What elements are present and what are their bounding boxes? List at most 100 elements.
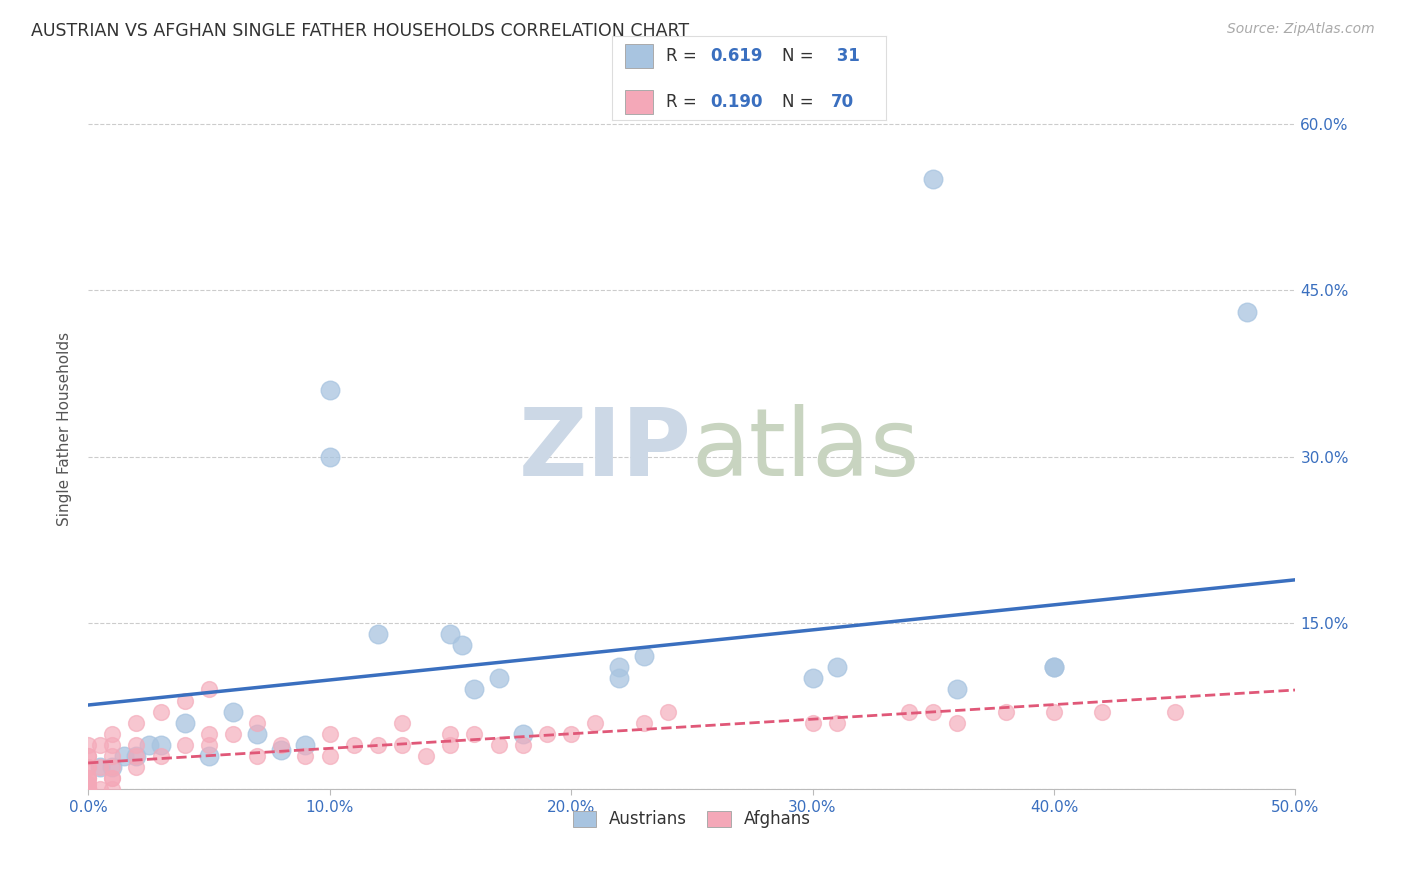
Point bbox=[77, 782, 100, 797]
Point bbox=[270, 743, 292, 757]
Point bbox=[922, 172, 945, 186]
Point bbox=[77, 771, 100, 785]
Point bbox=[246, 715, 269, 730]
Point bbox=[318, 450, 340, 464]
Point bbox=[922, 705, 945, 719]
Point bbox=[318, 727, 340, 741]
Point bbox=[77, 760, 100, 774]
Point bbox=[294, 738, 316, 752]
Point bbox=[825, 660, 848, 674]
Point bbox=[101, 760, 124, 774]
Point bbox=[246, 727, 269, 741]
Text: 70: 70 bbox=[831, 93, 853, 111]
Point bbox=[512, 738, 534, 752]
Point bbox=[77, 771, 100, 785]
Point bbox=[198, 738, 221, 752]
Point bbox=[1236, 305, 1258, 319]
Point bbox=[125, 760, 148, 774]
Point bbox=[994, 705, 1017, 719]
Point bbox=[343, 738, 366, 752]
Point bbox=[77, 777, 100, 791]
Point bbox=[77, 782, 100, 797]
Point bbox=[801, 715, 824, 730]
Point bbox=[583, 715, 606, 730]
Point bbox=[77, 777, 100, 791]
Text: 0.190: 0.190 bbox=[710, 93, 763, 111]
Point bbox=[270, 738, 292, 752]
Point bbox=[439, 738, 461, 752]
Point bbox=[1043, 660, 1066, 674]
Point bbox=[125, 748, 148, 763]
Point bbox=[946, 682, 969, 697]
Point bbox=[451, 638, 474, 652]
Point bbox=[463, 727, 485, 741]
Point bbox=[101, 771, 124, 785]
Point bbox=[657, 705, 679, 719]
Bar bbox=[626, 45, 652, 68]
Point bbox=[89, 782, 111, 797]
Point bbox=[77, 782, 100, 797]
Point bbox=[536, 727, 558, 741]
Point bbox=[77, 738, 100, 752]
Point bbox=[391, 738, 413, 752]
Bar bbox=[626, 90, 652, 113]
Point bbox=[101, 738, 124, 752]
Point bbox=[198, 748, 221, 763]
Point bbox=[512, 727, 534, 741]
Text: Source: ZipAtlas.com: Source: ZipAtlas.com bbox=[1227, 22, 1375, 37]
Point bbox=[391, 715, 413, 730]
Point bbox=[898, 705, 921, 719]
Point bbox=[633, 649, 655, 664]
Point bbox=[77, 748, 100, 763]
Point bbox=[125, 748, 148, 763]
Point bbox=[198, 727, 221, 741]
Point bbox=[77, 782, 100, 797]
Text: N =: N = bbox=[782, 93, 818, 111]
Point bbox=[488, 671, 510, 685]
Point bbox=[439, 627, 461, 641]
Point bbox=[173, 693, 195, 707]
Point bbox=[101, 771, 124, 785]
Point bbox=[1091, 705, 1114, 719]
Point bbox=[101, 760, 124, 774]
Point bbox=[415, 748, 437, 763]
Point bbox=[294, 748, 316, 763]
Point bbox=[609, 671, 631, 685]
Point bbox=[825, 715, 848, 730]
Point bbox=[77, 760, 100, 774]
Text: atlas: atlas bbox=[692, 404, 920, 497]
Legend: Austrians, Afghans: Austrians, Afghans bbox=[567, 804, 818, 835]
Point bbox=[463, 682, 485, 697]
Point bbox=[1043, 660, 1066, 674]
Point bbox=[488, 738, 510, 752]
Point bbox=[125, 738, 148, 752]
Point bbox=[367, 738, 389, 752]
Point bbox=[1164, 705, 1187, 719]
Point bbox=[101, 782, 124, 797]
Text: 31: 31 bbox=[831, 47, 860, 65]
Point bbox=[318, 383, 340, 397]
Point bbox=[318, 748, 340, 763]
Point bbox=[946, 715, 969, 730]
Point bbox=[77, 748, 100, 763]
Point bbox=[101, 748, 124, 763]
Point bbox=[560, 727, 582, 741]
Point bbox=[222, 727, 245, 741]
Point bbox=[125, 715, 148, 730]
Text: R =: R = bbox=[666, 47, 703, 65]
Point bbox=[633, 715, 655, 730]
Point bbox=[367, 627, 389, 641]
Point bbox=[77, 782, 100, 797]
Point bbox=[439, 727, 461, 741]
Point bbox=[149, 748, 172, 763]
Point bbox=[801, 671, 824, 685]
Point bbox=[173, 715, 195, 730]
Text: 0.619: 0.619 bbox=[710, 47, 763, 65]
Point bbox=[89, 738, 111, 752]
Point bbox=[77, 782, 100, 797]
Point bbox=[609, 660, 631, 674]
Point bbox=[77, 782, 100, 797]
Text: AUSTRIAN VS AFGHAN SINGLE FATHER HOUSEHOLDS CORRELATION CHART: AUSTRIAN VS AFGHAN SINGLE FATHER HOUSEHO… bbox=[31, 22, 689, 40]
Point bbox=[89, 760, 111, 774]
Text: R =: R = bbox=[666, 93, 703, 111]
